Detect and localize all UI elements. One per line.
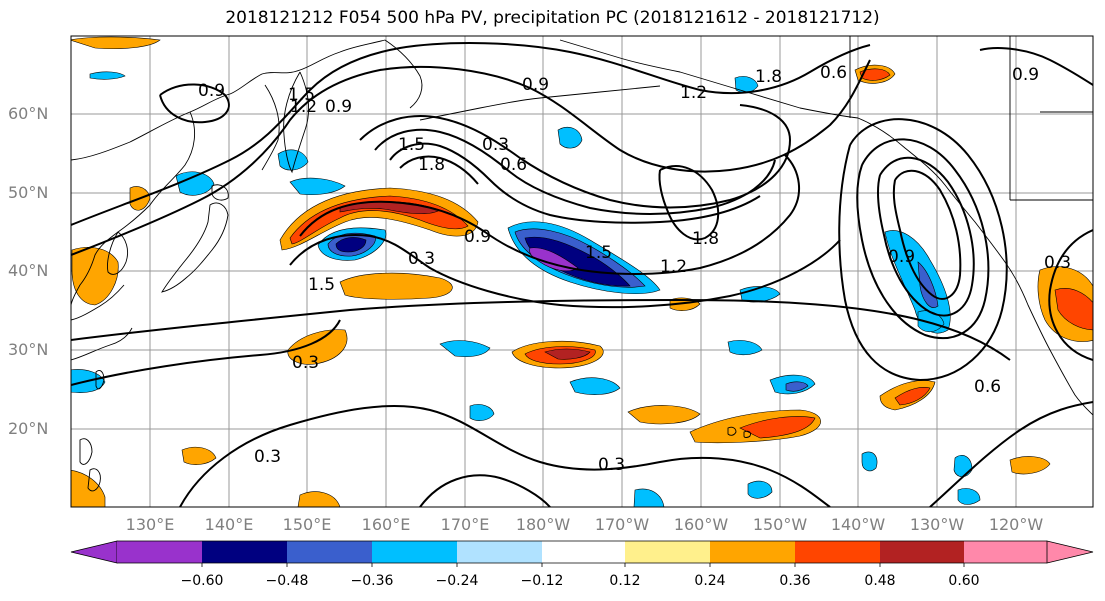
contour-label: 0.3 <box>292 353 319 373</box>
map-title: 2018121212 F054 500 hPa PV, precipitatio… <box>225 8 880 28</box>
contour-label: 1.2 <box>290 97 317 117</box>
colorbar-over-arrow <box>1046 540 1094 564</box>
colorbar-tick-label: 0.12 <box>609 573 641 589</box>
contour-label: 0.9 <box>1012 65 1039 85</box>
contour-label: 1.2 <box>660 257 687 277</box>
colorbar-tick-label: 0.36 <box>779 573 811 589</box>
contour-label: 1.8 <box>755 67 782 87</box>
contour-label: 0.3 <box>408 249 435 269</box>
contour-label: 0.6 <box>500 155 527 175</box>
contour-label: 0.3 <box>598 455 625 475</box>
precipitation-shading <box>71 36 1093 507</box>
longitude-label: 160°W <box>673 515 729 534</box>
longitude-label: 170°E <box>440 515 490 534</box>
latitude-label: 30°N <box>8 340 49 359</box>
contour-label: 1.2 <box>680 83 707 103</box>
latitude-label: 60°N <box>8 104 49 123</box>
colorbar-swatch <box>457 541 542 563</box>
contour-label: 1.5 <box>308 275 335 295</box>
colorbar-tick-label: 0.60 <box>948 573 980 589</box>
contour-label: 0.9 <box>198 81 225 101</box>
colorbar <box>70 540 1094 567</box>
longitude-label: 150°W <box>752 515 808 534</box>
colorbar-swatch <box>542 541 625 563</box>
colorbar-tick-label: −0.48 <box>265 573 309 589</box>
colorbar-swatch <box>372 541 457 563</box>
colorbar-swatch <box>964 541 1047 563</box>
coastlines <box>71 36 1093 492</box>
contour-label: 0.6 <box>974 377 1001 397</box>
longitude-label: 160°E <box>361 515 411 534</box>
latitude-label: 40°N <box>8 261 49 280</box>
contour-label: 0.6 <box>820 63 847 83</box>
contour-label: 0.9 <box>522 75 549 95</box>
longitude-label: 140°W <box>830 515 886 534</box>
colorbar-under-arrow <box>70 540 118 564</box>
colorbar-tick-label: −0.60 <box>180 573 224 589</box>
contour-label: 1.5 <box>288 85 315 105</box>
contour-label: 0.9 <box>464 227 491 247</box>
contour-label: 1.5 <box>398 135 425 155</box>
contour-label: 1.8 <box>692 229 719 249</box>
longitude-label: 150°E <box>282 515 332 534</box>
plot-frame <box>70 35 1094 508</box>
pv-contours <box>71 42 1093 507</box>
longitude-label: 130°W <box>909 515 965 534</box>
map-plot-area: 0.9 1.5 1.2 0.9 0.9 0.3 0.6 1.8 1.5 1.8 … <box>70 35 1094 508</box>
longitude-label: 170°W <box>594 515 650 534</box>
contour-label: 1.8 <box>418 155 445 175</box>
colorbar-tick-label: −0.12 <box>520 573 564 589</box>
colorbar-swatch <box>625 541 710 563</box>
colorbar-swatch <box>880 541 964 563</box>
longitude-label: 130°E <box>125 515 175 534</box>
longitude-label: 120°W <box>988 515 1044 534</box>
colorbar-tick-label: −0.36 <box>350 573 394 589</box>
colorbar-swatch <box>202 541 287 563</box>
contour-label: 0.9 <box>888 247 915 267</box>
colorbar-swatch <box>795 541 880 563</box>
contour-label: 0.3 <box>1044 253 1071 273</box>
longitude-label: 140°E <box>204 515 254 534</box>
contour-label: 0.3 <box>254 447 281 467</box>
contour-label: 0.3 <box>482 135 509 155</box>
latitude-label: 50°N <box>8 183 49 202</box>
colorbar-swatch <box>287 541 372 563</box>
contour-label: 1.5 <box>585 243 612 263</box>
colorbar-swatch <box>710 541 795 563</box>
colorbar-tick-label: 0.24 <box>694 573 726 589</box>
contour-label-group: 0.9 1.5 1.2 0.9 0.9 0.3 0.6 1.8 1.5 1.8 … <box>198 63 1071 475</box>
longitude-label: 180°W <box>515 515 571 534</box>
latitude-label: 20°N <box>8 419 49 438</box>
contour-label: 0.9 <box>325 97 352 117</box>
colorbar-tick-label: −0.24 <box>435 573 479 589</box>
colorbar-swatch <box>117 541 202 563</box>
colorbar-tick-label: 0.48 <box>864 573 896 589</box>
